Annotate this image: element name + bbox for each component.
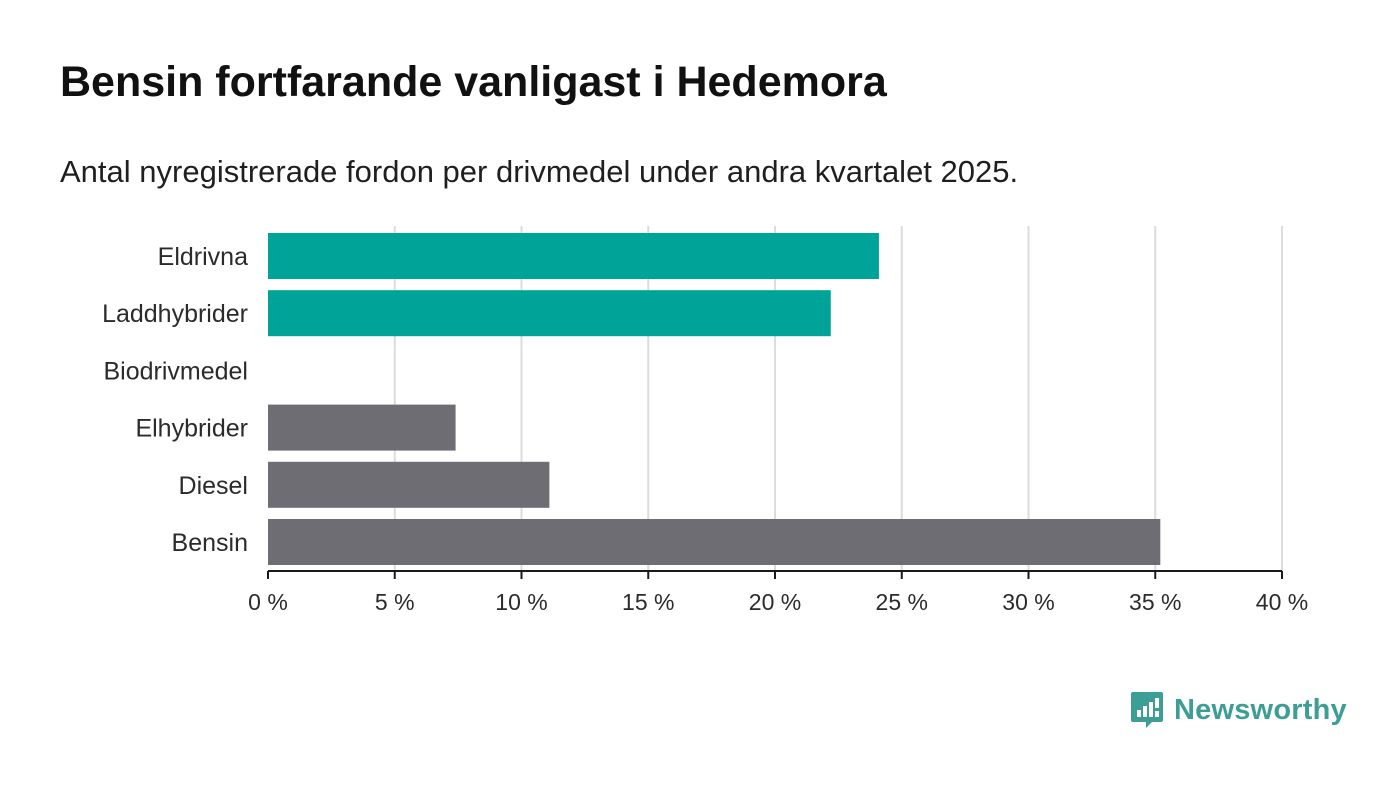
x-tick-label: 40 %: [1256, 589, 1308, 615]
brand-logo: Newsworthy: [1130, 690, 1347, 730]
bar-elhybrider: [268, 404, 456, 451]
bars: [268, 233, 1161, 565]
x-tick-label: 5 %: [375, 589, 415, 615]
bar-bensin: [268, 519, 1161, 565]
newsworthy-logo-icon: [1131, 692, 1163, 728]
category-labels: Eldrivna Laddhybrider Biodrivmedel Elhybrid…: [102, 243, 248, 557]
x-tick-label: 15 %: [622, 589, 674, 615]
gridlines: [393, 226, 1283, 571]
category-label: Biodrivmedel: [103, 357, 248, 385]
x-tick-label: 0 %: [248, 589, 288, 615]
x-tick-label: 25 %: [876, 589, 928, 615]
bar-diesel: [268, 461, 550, 508]
brand-name: Newsworthy: [1174, 693, 1347, 726]
chart-title: Bensin fortfarande vanligast i Hedemora: [60, 58, 887, 106]
category-label: Elhybrider: [135, 415, 248, 443]
chart-subtitle: Antal nyregistrerade fordon per drivmede…: [60, 154, 1019, 189]
x-tick-label: 35 %: [1129, 589, 1181, 615]
category-label: Diesel: [179, 472, 248, 500]
x-tick-label: 10 %: [495, 589, 547, 615]
bar-eldrivna: [268, 233, 879, 279]
x-tick-label: 30 %: [1002, 589, 1054, 615]
bar-laddhybrider: [268, 290, 831, 337]
category-label: Bensin: [172, 529, 248, 557]
x-tick-label: 20 %: [749, 589, 801, 615]
category-label: Eldrivna: [158, 243, 248, 271]
x-axis: 0 % 5 % 10 % 15 % 20 % 25 % 30 % 35 % 40 %: [248, 570, 1308, 615]
category-label: Laddhybrider: [102, 300, 248, 328]
